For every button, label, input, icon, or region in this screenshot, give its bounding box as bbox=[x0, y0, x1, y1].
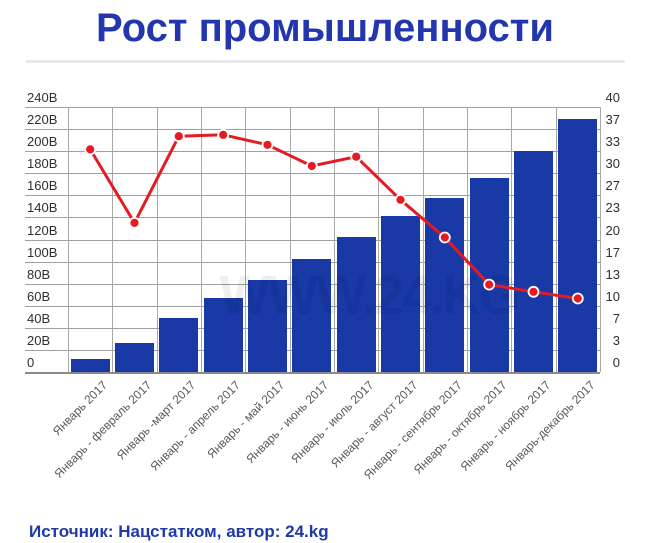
title-divider bbox=[25, 60, 625, 63]
data-point-marker bbox=[350, 150, 363, 163]
bar bbox=[292, 259, 332, 372]
y-axis-tick-label-left: 180B bbox=[27, 156, 58, 172]
gridline-vertical bbox=[334, 107, 335, 372]
x-axis-tick-label-text: Январь - июль 2017 bbox=[288, 378, 377, 467]
page-title: Рост промышленности bbox=[96, 6, 554, 50]
y-axis-tick-label-right: 3 bbox=[612, 332, 620, 348]
data-point-marker bbox=[571, 292, 584, 305]
y-axis-tick-label-right: 37 bbox=[605, 112, 620, 128]
y-axis-tick-label-left: 120B bbox=[27, 222, 58, 238]
gridline-vertical bbox=[112, 107, 114, 372]
y-axis-tick-label-right: 17 bbox=[605, 244, 620, 260]
data-point-marker bbox=[527, 285, 540, 298]
y-axis-tick-label-right: 0 bbox=[612, 355, 620, 370]
bar bbox=[514, 151, 553, 372]
gridline-horizontal bbox=[25, 129, 600, 131]
gridline-vertical bbox=[555, 107, 557, 372]
y-axis-tick-label-left: 40B bbox=[27, 310, 51, 326]
gridline-vertical bbox=[600, 107, 601, 372]
watermark: WWW.24.KG bbox=[219, 263, 521, 326]
y-axis-tick-label-left: 20B bbox=[27, 332, 51, 348]
data-point-marker bbox=[261, 138, 274, 151]
data-point-marker bbox=[305, 160, 318, 172]
line-series bbox=[84, 128, 584, 305]
y-axis-tick-label-right: 33 bbox=[605, 134, 620, 150]
gridline-vertical bbox=[156, 107, 158, 372]
data-point-marker bbox=[217, 128, 230, 141]
y-axis-tick-label-left: 200B bbox=[27, 134, 58, 150]
x-axis-baseline bbox=[25, 372, 600, 374]
data-point-marker bbox=[483, 278, 496, 291]
y-axis-tick-label-right: 13 bbox=[605, 266, 620, 282]
data-point-marker bbox=[128, 217, 141, 229]
gridline-vertical bbox=[467, 107, 468, 372]
gridline-horizontal bbox=[25, 107, 600, 108]
bar bbox=[469, 177, 509, 372]
x-axis-tick-label-text: Январь - август 2017 bbox=[328, 378, 421, 471]
bar bbox=[70, 358, 110, 373]
bar bbox=[248, 280, 287, 372]
bar bbox=[336, 237, 376, 372]
gridline-vertical bbox=[378, 107, 380, 372]
y-axis-tick-label-right: 23 bbox=[605, 200, 620, 216]
data-point-marker bbox=[84, 143, 97, 156]
gridline-horizontal bbox=[25, 195, 600, 197]
gridline-horizontal bbox=[25, 151, 600, 153]
growth-line bbox=[88, 133, 579, 300]
gridline-vertical bbox=[289, 107, 291, 372]
y-axis-tick-label-right: 7 bbox=[612, 310, 620, 326]
y-axis-tick-label-left: 240B bbox=[27, 90, 58, 105]
x-axis-tick-label-text: Январь - июнь 2017 bbox=[243, 378, 332, 466]
gridline-horizontal bbox=[25, 173, 600, 175]
y-axis-tick-label-left: 220B bbox=[27, 112, 58, 128]
gridline-vertical bbox=[201, 107, 202, 372]
y-axis-tick-label-left: 60B bbox=[27, 288, 51, 304]
y-axis-tick-label-right: 40 bbox=[605, 90, 620, 105]
y-axis-tick-label-right: 30 bbox=[605, 156, 620, 172]
gridline-vertical bbox=[422, 107, 424, 372]
bar bbox=[558, 119, 598, 372]
gridline-vertical bbox=[511, 107, 513, 372]
y-axis-tick-label-left: 100B bbox=[27, 244, 58, 260]
data-point-marker bbox=[438, 231, 451, 244]
gridline-vertical bbox=[245, 107, 247, 372]
y-axis-tick-label-left: 160B bbox=[27, 178, 58, 194]
x-axis-tick-label-text: Январь -март 2017 bbox=[114, 378, 199, 463]
y-axis-tick-label-right: 20 bbox=[605, 222, 620, 238]
bar bbox=[381, 216, 420, 372]
gridline-horizontal bbox=[25, 217, 600, 219]
bar bbox=[159, 317, 199, 372]
gridline-horizontal bbox=[25, 239, 600, 241]
data-point-marker bbox=[172, 130, 185, 143]
x-axis-tick-label-text: Январь - май 2017 bbox=[204, 378, 288, 462]
y-axis-tick-label-left: 0 bbox=[27, 355, 35, 370]
gridline-vertical bbox=[68, 107, 69, 372]
x-axis-tick-label-text: Январь-декабрь 2017 bbox=[502, 378, 598, 474]
data-point-marker bbox=[394, 193, 407, 206]
y-axis-tick-label-left: 140B bbox=[27, 200, 58, 216]
y-axis-tick-label-right: 27 bbox=[605, 178, 620, 194]
bar bbox=[115, 343, 154, 372]
y-axis-tick-label-right: 10 bbox=[605, 288, 620, 304]
bar bbox=[203, 298, 243, 372]
source-caption: Источник: Нацстатком, автор: 24.kg bbox=[29, 522, 329, 541]
y-axis-tick-label-left: 80B bbox=[27, 266, 51, 282]
